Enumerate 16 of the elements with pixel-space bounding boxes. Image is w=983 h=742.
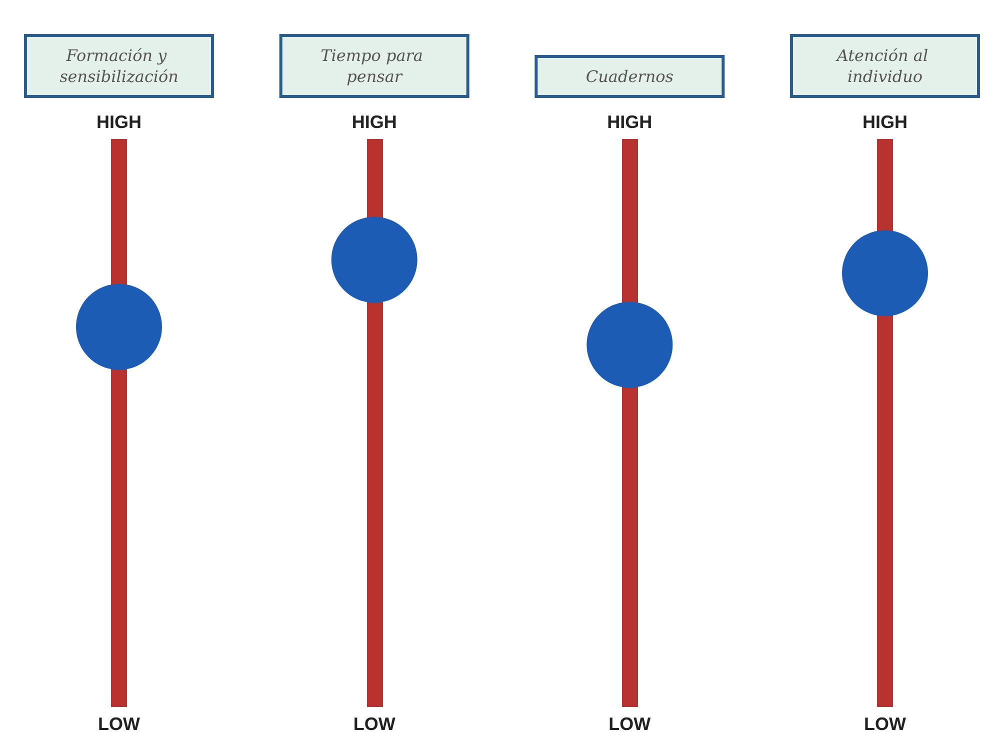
x-tick-label: Atención al individuo bbox=[834, 46, 934, 86]
text: HIGH bbox=[352, 112, 397, 132]
text: HIGH bbox=[862, 112, 908, 132]
x-tick-label: Tiempo para pensar bbox=[320, 46, 428, 86]
point bbox=[842, 230, 928, 316]
point bbox=[331, 216, 418, 303]
point bbox=[586, 302, 673, 388]
text: LOW bbox=[608, 714, 651, 734]
x-tick-label: Cuadernos bbox=[586, 67, 674, 86]
text: HIGH bbox=[607, 112, 652, 132]
point bbox=[76, 284, 162, 370]
text: LOW bbox=[864, 714, 906, 734]
text: HIGH bbox=[96, 112, 142, 132]
text: LOW bbox=[353, 714, 396, 734]
text: LOW bbox=[98, 714, 140, 734]
x-tick-label: Formación y sensibilización bbox=[60, 46, 178, 86]
